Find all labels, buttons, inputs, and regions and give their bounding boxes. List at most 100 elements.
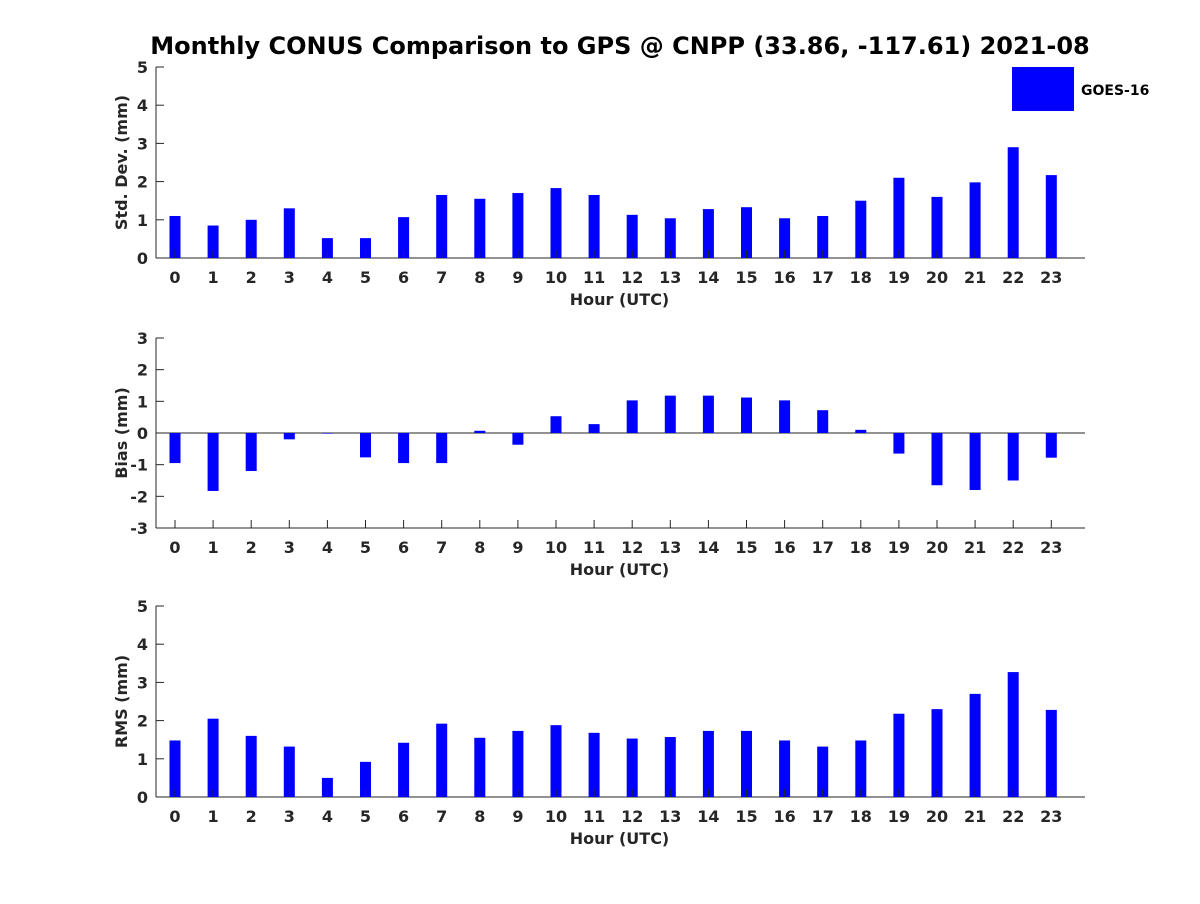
x-tick-label: 11 — [583, 268, 605, 287]
bar-hour-5 — [360, 761, 371, 797]
x-tick-label: 22 — [1002, 268, 1024, 287]
x-tick-label: 13 — [659, 268, 681, 287]
x-tick-label: 5 — [360, 538, 371, 557]
x-tick-label: 21 — [964, 538, 986, 557]
x-tick-label: 1 — [208, 807, 219, 826]
x-tick-label: 15 — [735, 807, 757, 826]
x-tick-label: 5 — [360, 807, 371, 826]
bar-hour-22 — [1007, 672, 1019, 797]
bar-hour-20 — [931, 709, 943, 797]
y-tick-label: 4 — [137, 635, 148, 654]
x-tick-label: 0 — [169, 538, 180, 557]
bar-hour-2 — [245, 219, 257, 258]
x-tick-label: 10 — [545, 268, 567, 287]
x-tick-label: 7 — [436, 268, 447, 287]
bar-hour-23 — [1045, 433, 1057, 458]
bar-hour-23 — [1045, 175, 1057, 258]
x-tick-label: 0 — [169, 268, 180, 287]
y-tick-label: 0 — [137, 424, 148, 443]
x-tick-label: 19 — [888, 538, 910, 557]
y-tick-label: -3 — [130, 519, 148, 538]
bar-hour-0 — [169, 215, 181, 258]
bar-hour-22 — [1007, 433, 1019, 481]
x-tick-label: 17 — [812, 538, 834, 557]
bar-hour-5 — [360, 433, 371, 458]
x-tick-label: 6 — [398, 807, 409, 826]
bar-hour-2 — [245, 433, 257, 471]
bar-hour-12 — [626, 214, 638, 258]
bar-hour-6 — [398, 433, 410, 464]
bar-hour-17 — [817, 215, 829, 258]
bar-hour-7 — [436, 433, 448, 464]
bar-hour-4 — [321, 238, 333, 258]
bar-hour-3 — [283, 208, 295, 258]
y-tick-label: 2 — [137, 361, 148, 380]
y-tick-label: 4 — [137, 96, 148, 115]
bar-hour-22 — [1007, 147, 1019, 258]
bar-hour-4 — [321, 433, 333, 434]
y-tick-label: 1 — [137, 750, 148, 769]
bar-hour-8 — [474, 430, 486, 433]
x-tick-label: 9 — [512, 538, 523, 557]
x-tick-label: 11 — [583, 807, 605, 826]
x-tick-label: 8 — [474, 807, 485, 826]
x-tick-label: 2 — [246, 807, 257, 826]
bar-hour-10 — [550, 416, 562, 433]
x-tick-label: 16 — [773, 268, 795, 287]
bar-hour-1 — [207, 433, 219, 491]
x-tick-label: 23 — [1040, 807, 1062, 826]
x-tick-label: 0 — [169, 807, 180, 826]
x-tick-label: 12 — [621, 807, 643, 826]
bar-hour-18 — [855, 429, 867, 433]
x-tick-label: 4 — [322, 268, 333, 287]
x-tick-label: 15 — [735, 268, 757, 287]
bar-hour-1 — [207, 718, 219, 797]
bar-hour-16 — [779, 400, 791, 433]
x-tick-label: 1 — [208, 268, 219, 287]
bar-hour-18 — [855, 740, 867, 797]
bar-hour-0 — [169, 740, 181, 797]
bar-hour-18 — [855, 200, 867, 258]
y-tick-label: -2 — [130, 487, 148, 506]
x-tick-label: 23 — [1040, 538, 1062, 557]
bar-hour-0 — [169, 433, 181, 464]
bar-hour-23 — [1045, 709, 1057, 797]
x-tick-label: 12 — [621, 268, 643, 287]
x-tick-label: 2 — [246, 268, 257, 287]
y-tick-label: 0 — [137, 788, 148, 807]
x-tick-label: 18 — [850, 807, 872, 826]
bar-hour-15 — [741, 730, 752, 797]
bar-hour-13 — [664, 395, 676, 433]
x-tick-label: 13 — [659, 807, 681, 826]
bar-hour-7 — [436, 723, 448, 797]
bar-hour-20 — [931, 196, 943, 258]
x-tick-label: 14 — [697, 268, 719, 287]
bar-hour-12 — [626, 400, 638, 433]
bar-hour-17 — [817, 410, 829, 433]
bar-hour-7 — [436, 194, 448, 258]
bar-hour-14 — [702, 730, 714, 797]
bar-hour-5 — [360, 238, 371, 258]
bar-hour-3 — [283, 746, 295, 797]
bar-hour-1 — [207, 225, 219, 258]
bar-hour-11 — [588, 732, 600, 797]
x-tick-label: 1 — [208, 538, 219, 557]
x-tick-label: 6 — [398, 538, 409, 557]
y-axis-label: RMS (mm) — [112, 655, 131, 748]
x-axis-label: Hour (UTC) — [570, 290, 670, 309]
bar-hour-13 — [664, 218, 676, 258]
bar-hour-4 — [321, 777, 333, 797]
bar-hour-9 — [512, 730, 524, 797]
x-tick-label: 22 — [1002, 538, 1024, 557]
bar-hour-19 — [893, 177, 905, 258]
x-tick-label: 5 — [360, 268, 371, 287]
x-tick-label: 14 — [697, 538, 719, 557]
y-tick-label: 3 — [137, 673, 148, 692]
x-tick-label: 17 — [812, 807, 834, 826]
bar-hour-21 — [969, 182, 981, 258]
x-tick-label: 18 — [850, 268, 872, 287]
bar-hour-3 — [283, 433, 295, 440]
y-tick-label: 1 — [137, 392, 148, 411]
